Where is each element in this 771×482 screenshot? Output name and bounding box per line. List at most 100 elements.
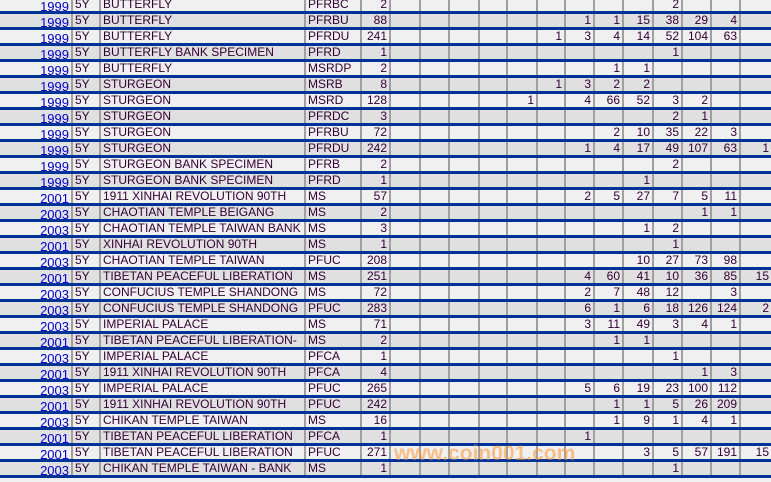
- year-link[interactable]: 1999: [40, 159, 69, 173]
- grade-cell: 17: [622, 140, 653, 158]
- grade-cell: [389, 396, 420, 414]
- name-cell: CHIKAN TEMPLE TAIWAN - BANK: [99, 460, 305, 478]
- year-cell: 2001: [0, 188, 72, 206]
- year-link[interactable]: 1999: [40, 31, 69, 45]
- year-link[interactable]: 2001: [40, 431, 69, 445]
- year-link[interactable]: 2003: [40, 415, 69, 429]
- year-link[interactable]: 2003: [40, 383, 69, 397]
- name-cell: CONFUCIUS TEMPLE SHANDONG: [99, 300, 305, 318]
- term-cell: 5Y: [71, 364, 100, 382]
- grade-cell: [389, 76, 420, 94]
- year-link[interactable]: 1999: [40, 143, 69, 157]
- grade-cell: [448, 140, 479, 158]
- grade-cell: [506, 220, 537, 238]
- grade-cell: [389, 332, 420, 350]
- grade-cell: [739, 188, 771, 206]
- year-link[interactable]: 1999: [40, 0, 69, 13]
- grade-cell: [389, 268, 420, 286]
- grade-cell: [710, 92, 740, 110]
- total-cell: 2: [360, 332, 390, 350]
- year-link[interactable]: 2003: [40, 319, 69, 333]
- grade-cell: [448, 12, 479, 30]
- grade-cell: [564, 204, 594, 222]
- grade-cell: [536, 60, 565, 78]
- year-cell: 2003: [0, 252, 72, 270]
- year-link[interactable]: 2001: [40, 367, 69, 381]
- grade-cell: [710, 236, 740, 254]
- grade-cell: 1: [593, 412, 623, 430]
- year-link[interactable]: 2001: [40, 447, 69, 461]
- term-cell: 5Y: [71, 268, 100, 286]
- grade-cell: 3: [564, 28, 594, 46]
- year-link[interactable]: 1999: [40, 111, 69, 125]
- year-link[interactable]: 2001: [40, 191, 69, 205]
- term-cell: 5Y: [71, 284, 100, 302]
- term-cell: 5Y: [71, 396, 100, 414]
- year-link[interactable]: 1999: [40, 127, 69, 141]
- grade-cell: [448, 0, 479, 14]
- table-row: 1999 5Y BUTTERFLY PFRBU 88 1 1 15 38 29 4: [0, 12, 771, 30]
- grade-cell: [681, 0, 711, 14]
- grade-cell: [419, 444, 449, 462]
- grade-cell: [448, 364, 479, 382]
- term-cell: 5Y: [71, 332, 100, 350]
- grade-cell: 1: [593, 60, 623, 78]
- grade-cell: 23: [652, 380, 682, 398]
- grade-cell: [593, 44, 623, 62]
- code-cell: PFRDC: [304, 108, 361, 126]
- year-link[interactable]: 1999: [40, 47, 69, 61]
- year-link[interactable]: 2001: [40, 239, 69, 253]
- grade-cell: [419, 60, 449, 78]
- year-link[interactable]: 1999: [40, 79, 69, 93]
- year-link[interactable]: 2003: [40, 255, 69, 269]
- grade-cell: [389, 428, 420, 446]
- grade-cell: [593, 364, 623, 382]
- table-row: 2001 5Y TIBETAN PEACEFUL LIBERATION PFUC 271…: [0, 444, 771, 462]
- year-link[interactable]: 2003: [40, 463, 69, 477]
- year-link[interactable]: 2003: [40, 207, 69, 221]
- year-link[interactable]: 2001: [40, 335, 69, 349]
- grade-cell: 4: [681, 412, 711, 430]
- grade-cell: [739, 44, 771, 62]
- grade-cell: [506, 428, 537, 446]
- year-link[interactable]: 2003: [40, 287, 69, 301]
- grade-cell: [389, 380, 420, 398]
- grade-cell: 63: [710, 140, 740, 158]
- grade-cell: [506, 396, 537, 414]
- grade-cell: 5: [681, 188, 711, 206]
- year-link[interactable]: 2003: [40, 303, 69, 317]
- grade-cell: 15: [739, 444, 771, 462]
- grade-cell: 63: [710, 28, 740, 46]
- year-link[interactable]: 2003: [40, 223, 69, 237]
- year-link[interactable]: 2001: [40, 271, 69, 285]
- table-row: 2003 5Y CHAOTIAN TEMPLE TAIWAN PFUC 208 10 27 7…: [0, 252, 771, 270]
- term-cell: 5Y: [71, 220, 100, 238]
- grade-cell: [652, 364, 682, 382]
- year-link[interactable]: 2003: [40, 351, 69, 365]
- total-cell: 8: [360, 76, 390, 94]
- code-cell: PFCA: [304, 428, 361, 446]
- code-cell: MS: [304, 460, 361, 478]
- year-cell: 1999: [0, 92, 72, 110]
- year-link[interactable]: 1999: [40, 175, 69, 189]
- grade-cell: 6: [593, 380, 623, 398]
- grade-cell: [419, 12, 449, 30]
- total-cell: 16: [360, 412, 390, 430]
- grade-cell: [739, 204, 771, 222]
- grade-cell: [564, 396, 594, 414]
- year-link[interactable]: 1999: [40, 63, 69, 77]
- year-link[interactable]: 2001: [40, 399, 69, 413]
- name-cell: TIBETAN PEACEFUL LIBERATION: [99, 444, 305, 462]
- grade-cell: [506, 364, 537, 382]
- table-row: 1999 5Y STURGEON BANK SPECIMEN PFRD 1 1: [0, 172, 771, 190]
- grade-cell: [739, 12, 771, 30]
- year-link[interactable]: 1999: [40, 15, 69, 29]
- code-cell: MSRDP: [304, 60, 361, 78]
- grade-cell: [739, 108, 771, 126]
- code-cell: PFUC: [304, 252, 361, 270]
- grade-cell: [448, 220, 479, 238]
- year-link[interactable]: 1999: [40, 95, 69, 109]
- code-cell: PFUC: [304, 380, 361, 398]
- grade-cell: [710, 428, 740, 446]
- grade-cell: [506, 60, 537, 78]
